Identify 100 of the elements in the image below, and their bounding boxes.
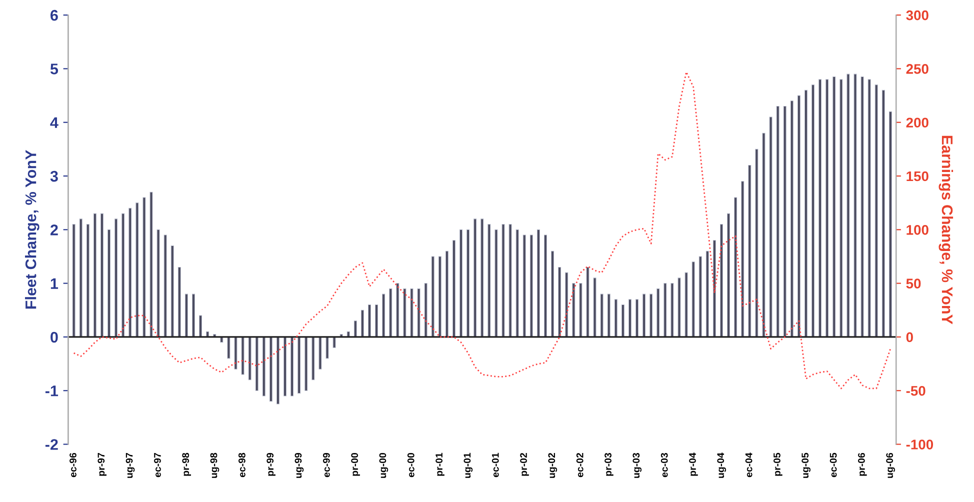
bar xyxy=(192,294,196,338)
x-tick-label: pr-98 xyxy=(182,452,191,476)
bar xyxy=(769,116,772,338)
y-tick-label: 0 xyxy=(50,332,58,343)
y-tick-label: 6 xyxy=(50,10,58,21)
bar xyxy=(312,336,315,380)
bar xyxy=(318,336,322,370)
bar xyxy=(255,336,258,391)
bar xyxy=(178,266,181,338)
y-tick-label: -1 xyxy=(45,386,58,396)
x-tick-label: ug-02 xyxy=(548,452,558,478)
y2-tick-label: 0 xyxy=(906,332,913,342)
bar xyxy=(692,262,695,338)
bar xyxy=(544,234,547,338)
y2-axis-title: Earnings Change, % YonY xyxy=(938,136,954,324)
bar xyxy=(354,320,357,338)
bar xyxy=(818,79,822,338)
bar xyxy=(522,234,526,338)
bar xyxy=(741,181,744,338)
bar xyxy=(417,288,420,338)
x-tick-label: ec-01 xyxy=(492,452,499,478)
x-tick-label: ec-97 xyxy=(154,453,161,478)
bar xyxy=(199,315,202,338)
y2-tick-label: -100 xyxy=(906,440,934,450)
bar xyxy=(684,272,688,338)
y2-tick-label: 100 xyxy=(906,225,928,235)
x-tick-label: ec-04 xyxy=(745,452,752,478)
bar xyxy=(445,250,448,338)
bar xyxy=(706,250,709,338)
bar xyxy=(670,283,674,338)
bar xyxy=(466,229,470,338)
bar xyxy=(727,213,730,338)
bar xyxy=(621,304,624,338)
bar xyxy=(790,100,794,338)
x-tick-label: ec-96 xyxy=(70,452,76,478)
bar xyxy=(826,79,829,338)
y2-tick-label: 200 xyxy=(906,118,928,128)
bar xyxy=(762,132,766,338)
y2-tick-label: 250 xyxy=(906,64,928,74)
x-tick-label: ug-01 xyxy=(464,452,473,478)
bar xyxy=(227,336,230,359)
bar xyxy=(332,336,336,348)
bar xyxy=(424,283,428,338)
bar xyxy=(248,336,252,380)
bar xyxy=(846,74,850,338)
bar xyxy=(572,283,576,338)
bar xyxy=(184,294,188,338)
bar xyxy=(360,310,364,338)
bar xyxy=(474,218,477,338)
x-tick-label: ec-02 xyxy=(576,452,584,478)
bar xyxy=(536,229,540,338)
bar xyxy=(108,229,111,338)
x-tick-label: ec-00 xyxy=(407,453,414,478)
x-tick-label: ug-06 xyxy=(886,452,895,478)
bar xyxy=(600,294,604,338)
bar xyxy=(797,95,800,338)
bar xyxy=(860,76,864,338)
bar xyxy=(494,229,498,338)
bar xyxy=(431,256,434,338)
bar xyxy=(698,256,702,338)
bar xyxy=(276,336,280,404)
bar xyxy=(516,229,519,338)
bar xyxy=(262,336,266,396)
bar xyxy=(734,197,738,338)
y-tick-label: 2 xyxy=(50,224,58,236)
x-tick-label: pr-00 xyxy=(351,453,360,476)
bar xyxy=(642,294,646,338)
bar xyxy=(298,336,301,394)
bar xyxy=(720,224,723,338)
x-tick-label: ec-03 xyxy=(660,452,668,478)
y-tick-label: 1 xyxy=(50,278,58,289)
bar xyxy=(635,299,639,338)
bar xyxy=(888,111,892,338)
bar xyxy=(234,336,238,370)
bar xyxy=(832,76,836,338)
bar xyxy=(241,336,244,375)
bar xyxy=(79,218,82,338)
bar xyxy=(488,224,491,338)
bar xyxy=(508,224,512,338)
x-tick-label: pr-01 xyxy=(436,452,444,476)
bar xyxy=(811,84,815,338)
bar xyxy=(551,250,554,338)
bar xyxy=(122,213,125,338)
bar xyxy=(502,224,505,338)
x-tick-label: pr-03 xyxy=(604,452,614,476)
bar xyxy=(142,197,146,338)
y-tick-label: 4 xyxy=(50,117,58,128)
x-tick-label: ug-98 xyxy=(210,452,220,478)
bar xyxy=(93,213,96,338)
bar xyxy=(783,106,786,338)
bar xyxy=(586,266,590,338)
bar xyxy=(100,213,104,338)
bar xyxy=(593,278,596,338)
bar xyxy=(558,266,562,338)
bar xyxy=(664,283,667,338)
y-axis-title: Fleet Change, % YonY xyxy=(25,150,40,309)
bar xyxy=(72,224,76,338)
bar xyxy=(410,288,414,338)
bar xyxy=(614,299,618,338)
y-tick-label: 3 xyxy=(50,170,58,182)
